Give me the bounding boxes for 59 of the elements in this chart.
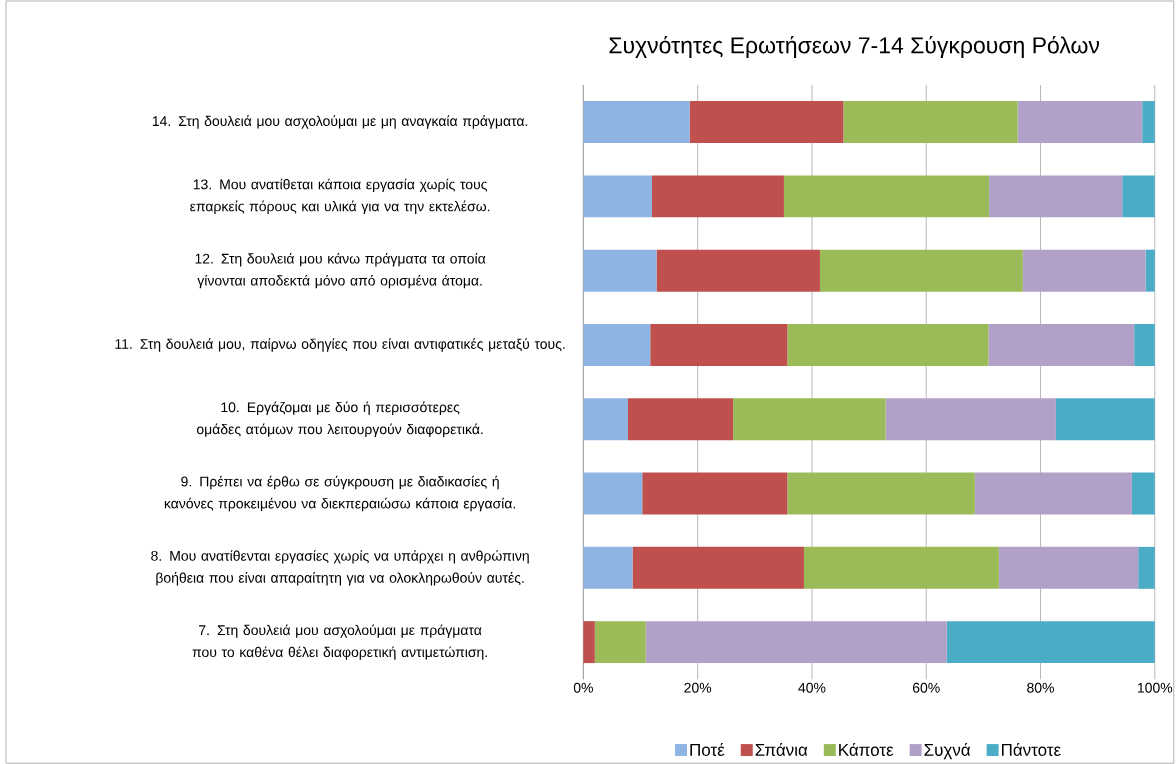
y-tick-label: 12. Στη δουλειά μου κάνω πράγματα τα οποία γίνονται αποδεκτά μόνο από ορισμένα άτομα. bbox=[195, 252, 486, 289]
bar bbox=[1134, 323, 1155, 366]
y-tick-label: 11. Στη δουλειά μου, παίρνω οδηγίες που είναι αντιφατικές μεταξύ τους. bbox=[115, 338, 565, 352]
bar bbox=[594, 621, 646, 664]
bar bbox=[783, 175, 990, 218]
y-tick-label: 8. Μου ανατίθενται εργασίες χωρίς να υπάρχει η ανθρώπινη βοήθεια που είναι απαραίτητη για να ολοκληρωθούν αυτές. bbox=[151, 550, 529, 586]
bar bbox=[650, 323, 788, 366]
bar bbox=[1138, 546, 1155, 589]
bar bbox=[689, 100, 844, 143]
bar bbox=[733, 398, 886, 441]
bar bbox=[632, 546, 804, 589]
bar bbox=[1055, 398, 1155, 441]
bar bbox=[787, 323, 989, 366]
x-tick-label: 100% bbox=[1137, 682, 1173, 693]
bar bbox=[946, 621, 1155, 664]
x-tick-label: 80% bbox=[1027, 682, 1054, 693]
y-tick-label: 14. Στη δουλειά μου ασχολούμαι με μη αναγκαία πράγματα. bbox=[152, 115, 528, 129]
bar bbox=[989, 175, 1123, 218]
bar bbox=[583, 249, 657, 292]
chart-title: Συχνότητες Ερωτήσεων 7-14 Σύγκρουση Ρόλων bbox=[609, 35, 1100, 58]
bar bbox=[787, 472, 975, 515]
bar bbox=[885, 398, 1056, 441]
bar bbox=[583, 100, 690, 143]
bar bbox=[1131, 472, 1155, 515]
bar bbox=[988, 323, 1135, 366]
legend-label: Πάντοτε bbox=[1002, 742, 1061, 756]
bar bbox=[819, 249, 1023, 292]
bar bbox=[803, 546, 999, 589]
legend-label: Ποτέ bbox=[690, 742, 725, 756]
bar bbox=[583, 546, 633, 589]
x-tick-label: 20% bbox=[684, 682, 712, 693]
bar bbox=[843, 100, 1018, 143]
y-tick-label: 10. Εργάζομαι με δύο ή περισσότερες ομάδες ατόμων που λειτουργούν διαφορετικά. bbox=[196, 401, 483, 437]
bar bbox=[642, 472, 788, 515]
legend-label: Σπάνια bbox=[755, 742, 808, 756]
y-tick-label: 7. Στη δουλειά μου ασχολούμαι με πράγματα που το καθένα θέλει διαφορετική αντιμετώπιση. bbox=[192, 624, 487, 660]
y-tick-label: 9. Πρέπει να έρθω σε σύγκρουση με διαδικασίες ή κανόνες προκειμένου να διεκπεραιώσω κάποια εργασία. bbox=[164, 475, 516, 512]
bar bbox=[1142, 100, 1155, 143]
bar bbox=[998, 546, 1139, 589]
bar bbox=[974, 472, 1132, 515]
legend-label: Κάποτε bbox=[839, 742, 894, 756]
y-tick-label: 13. Μου ανατίθεται κάποια εργασία χωρίς τους επαρκείς πόρους και υλικά για να την εκτελέσω. bbox=[190, 178, 490, 214]
x-tick-label: 0% bbox=[573, 682, 593, 693]
bar bbox=[583, 621, 595, 664]
bar bbox=[1017, 100, 1143, 143]
bar bbox=[1122, 175, 1155, 218]
x-tick-label: 40% bbox=[798, 682, 826, 693]
bar bbox=[1145, 249, 1155, 292]
bar bbox=[645, 621, 947, 664]
bar bbox=[651, 175, 784, 218]
bar bbox=[627, 398, 734, 441]
bar bbox=[583, 323, 651, 366]
bar bbox=[583, 175, 652, 218]
bar bbox=[1022, 249, 1146, 292]
bar bbox=[583, 398, 628, 441]
legend-label: Συχνά bbox=[924, 742, 971, 760]
x-tick-label: 60% bbox=[912, 682, 940, 693]
bar bbox=[656, 249, 820, 292]
bar bbox=[583, 472, 643, 515]
